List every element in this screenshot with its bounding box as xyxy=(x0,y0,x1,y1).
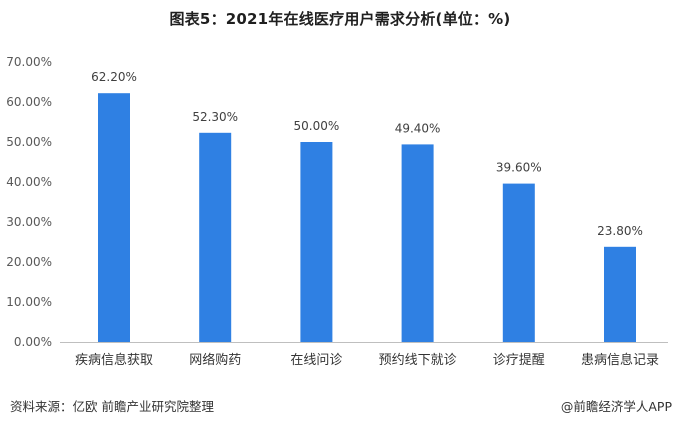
bar-value-label: 49.40% xyxy=(395,121,441,135)
y-tick-label: 40.00% xyxy=(6,175,52,189)
y-axis-ticks: 0.00% 10.00% 20.00% 30.00% 40.00% 50.00% 60.00… xyxy=(6,55,52,349)
bar-value-label: 52.30% xyxy=(192,110,238,124)
category-label: 网络购药 xyxy=(189,352,241,368)
category-label: 疾病信息获取 xyxy=(75,352,153,368)
category-label: 在线问诊 xyxy=(290,353,342,368)
bar-value-label: 50.00% xyxy=(294,119,340,133)
bar xyxy=(401,144,434,342)
bar-value-label: 23.80% xyxy=(597,224,643,238)
category-label: 预约线下就诊 xyxy=(379,353,457,368)
y-tick-label: 0.00% xyxy=(14,335,52,349)
value-labels-group: 62.20% 52.30% 50.00% 49.40% 39.60% 23.80% xyxy=(91,70,643,238)
y-tick-label: 10.00% xyxy=(6,295,52,309)
y-tick-label: 60.00% xyxy=(6,95,52,109)
bar xyxy=(98,93,130,342)
bar xyxy=(502,183,535,342)
category-labels-group: 疾病信息获取 网络购药 在线问诊 预约线下就诊 诊疗提醒 患病信息记录 xyxy=(75,352,659,368)
brand-credit: @前瞻经济学人APP xyxy=(560,399,672,414)
bar xyxy=(604,246,636,342)
category-label: 患病信息记录 xyxy=(581,352,659,368)
bar-value-label: 62.20% xyxy=(91,70,137,84)
bar-value-label: 39.60% xyxy=(496,161,542,175)
category-label: 诊疗提醒 xyxy=(493,352,545,368)
y-tick-label: 50.00% xyxy=(6,135,52,149)
source-note: 资料来源：亿欧 前瞻产业研究院整理 xyxy=(10,399,214,414)
y-tick-label: 20.00% xyxy=(6,255,52,269)
y-tick-label: 70.00% xyxy=(6,55,52,69)
bar xyxy=(300,142,333,342)
bar xyxy=(199,132,232,342)
chart-title: 图表5：2021年在线医疗用户需求分析(单位：%) xyxy=(169,10,511,28)
y-tick-label: 30.00% xyxy=(6,215,52,229)
bars-group xyxy=(98,93,636,342)
